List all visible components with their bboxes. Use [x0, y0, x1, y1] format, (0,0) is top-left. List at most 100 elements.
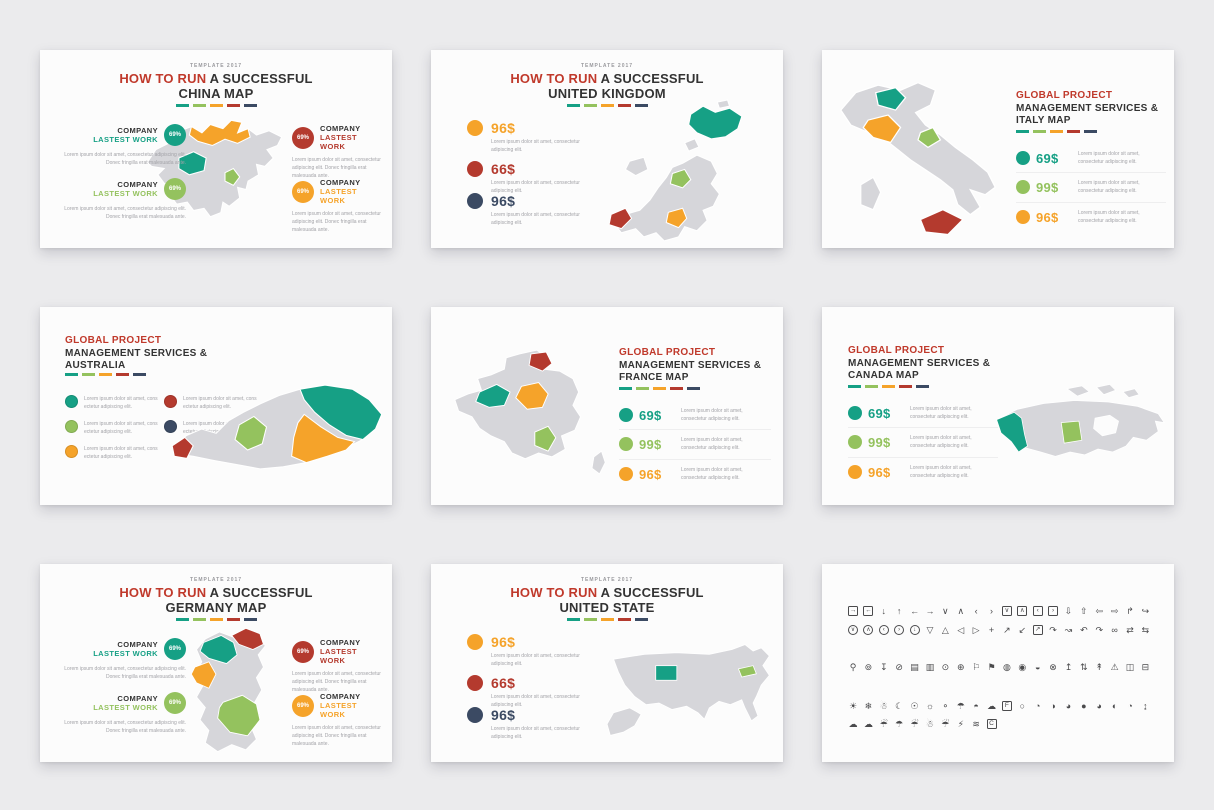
slide-italy-map[interactable]: GLOBAL PROJECT MANAGEMENT SERVICES & ITA… [822, 50, 1174, 248]
slide-germany-map[interactable]: TEMPLATE 2017 HOW TO RUN A SUCCESSFUL GE… [40, 564, 392, 762]
company-block: COMPANY LASTEST WORK 69% Lorem ipsum dol… [54, 124, 186, 167]
highlight-region-orange [190, 661, 217, 689]
teal-dash [65, 373, 78, 376]
company-description: Lorem ipsum dolor sit amet, consectetur … [64, 666, 186, 680]
slide-kicker: TEMPLATE 2017 [189, 63, 243, 69]
arrow-turn-up-right-icon: ↱ [1126, 606, 1134, 616]
clouds-icon: ☁ [863, 719, 873, 729]
slide-united-state-map[interactable]: TEMPLATE 2017 HOW TO RUN A SUCCESSFUL UN… [431, 564, 783, 762]
france-map [454, 349, 606, 475]
red-dash [226, 104, 240, 107]
moon-last-quarter-icon: ◐ [1111, 701, 1118, 711]
slide-canada-map[interactable]: GLOBAL PROJECT MANAGEMENT SERVICES & CAN… [822, 307, 1174, 505]
stat-description: Lorem ipsum dolor sit amet, consectetur … [491, 653, 580, 667]
united-states-map [606, 644, 770, 736]
moon-full-icon: ● [1081, 701, 1087, 711]
company-block: COMPANY LASTEST WORK 69% Lorem ipsum dol… [54, 178, 186, 221]
moon-waxing-gibbous-icon: ◕ [1065, 701, 1072, 711]
highlight-region-red [231, 627, 264, 650]
company-subtitle: LASTEST WORK [93, 649, 158, 658]
stat-dot [1016, 180, 1030, 194]
highlight-region-green [669, 168, 692, 189]
green-dash [636, 387, 649, 390]
company-description: Lorem ipsum dolor sit amet, consectetur … [64, 720, 186, 734]
heading-accent: GLOBAL PROJECT [1016, 90, 1113, 101]
teal-dash [175, 104, 189, 107]
slide-united-kingdom-map[interactable]: TEMPLATE 2017 HOW TO RUN A SUCCESSFUL UN… [431, 50, 783, 248]
arrow-curve-right-icon: ↷ [1049, 625, 1057, 635]
bullet-dot [65, 420, 78, 433]
red-dash [670, 387, 683, 390]
title-accent: HOW TO RUN [119, 71, 207, 86]
country-silhouette [612, 154, 720, 242]
percentage-badge: 69% [292, 694, 314, 717]
slide-title: HOW TO RUN A SUCCESSFUL UNITED STATE [431, 585, 783, 616]
navy-dash [243, 104, 257, 107]
highlight-region-orange [515, 381, 549, 410]
highlight-region-teal [996, 411, 1028, 453]
slide-china-map[interactable]: TEMPLATE 2017 HOW TO RUN A SUCCESSFUL CH… [40, 50, 392, 248]
green-dash [1033, 130, 1046, 133]
price-stat: 99$ Lorem ipsum dolor sit amet, consecte… [1016, 172, 1166, 195]
chevron-left-circle-icon: ‹ [878, 625, 889, 635]
stat-description: Lorem ipsum dolor sit amet, consectetur … [910, 465, 972, 479]
highlight-region-orange [665, 207, 688, 229]
slide-icon-set[interactable]: → ← ↓ ↑ ← → ∨ ∧ ‹ › ∨ ∧ ‹ › ⇩ ⇧ ⇦ ⇨ ↱ ↪ ∨ ∧ ‹ › ↓ ▽ △ ◁ ▷ + ↗ ↙ ↗ ↷ ↝ ↶ ↷ ∞ ⇄… [822, 564, 1174, 762]
green-dash [865, 385, 878, 388]
highlight-region-green [234, 415, 268, 451]
wind-icon: ≋ [972, 719, 980, 729]
price-stat: 69$ Lorem ipsum dolor sit amet, consecte… [1016, 144, 1166, 166]
triangle-left-icon: ◁ [957, 625, 965, 635]
title-accent: HOW TO RUN [119, 585, 207, 600]
sun-face-icon: ☉ [910, 701, 919, 711]
company-block: 69% COMPANY LASTEST WORK Lorem ipsum dol… [292, 178, 382, 234]
pin-signal-icon: ↥ [1064, 662, 1073, 672]
cloud-snow-icon: ☃ [925, 719, 934, 729]
heading-line2: AUSTRALIA [65, 360, 126, 371]
navy-dash [687, 387, 700, 390]
country-silhouette [840, 82, 996, 216]
stat-value: 96$ [491, 707, 516, 723]
company-block: COMPANY LASTEST WORK 69% Lorem ipsum dol… [54, 692, 186, 735]
moon-waning-crescent-icon: ◔ [1127, 701, 1133, 711]
arrow-right-icon: → [925, 606, 935, 616]
thermometer-icon: ↨ [1143, 701, 1148, 711]
price-stat: 96$ Lorem ipsum dolor sit amet, consecte… [467, 193, 580, 227]
cloud-hail-icon: ☂ [895, 719, 904, 729]
color-dashes [40, 104, 392, 107]
heading-accent: GLOBAL PROJECT [619, 347, 716, 358]
navy-dash [916, 385, 929, 388]
chevron-up-icon: ∧ [957, 606, 965, 616]
company-title: COMPANY [117, 180, 158, 189]
legend-bullet: Lorem ipsum dolor sit amet, cons ectetur… [65, 395, 164, 411]
slide-heading: GLOBAL PROJECT MANAGEMENT SERVICES & AUS… [65, 335, 207, 373]
bullet-dot [65, 445, 78, 458]
cloud-rain-icon: ☔ [910, 719, 919, 729]
color-dashes [431, 104, 783, 107]
slide-australia-map[interactable]: GLOBAL PROJECT MANAGEMENT SERVICES & AUS… [40, 307, 392, 505]
company-subtitle: LASTEST WORK [93, 135, 158, 144]
highlight-region-green [1060, 420, 1083, 444]
stat-value: 66$ [491, 675, 516, 691]
sunrise-icon: ◓ [973, 701, 979, 711]
northern-ireland [624, 156, 649, 177]
cloud-lightning-icon: ⚡ [957, 719, 964, 729]
moon-waning-gibbous-icon: ◕ [1096, 701, 1102, 711]
red-dash [899, 385, 912, 388]
orange-dash [600, 104, 614, 107]
expand-diagonal-icon: ↗ [1003, 625, 1011, 635]
country-silhouette [454, 349, 582, 460]
external-link-box-icon: ↗ [1032, 625, 1043, 635]
company-subtitle: LASTEST WORK [320, 647, 357, 665]
snowflake-icon: ❄ [864, 701, 873, 711]
stat-dot [848, 465, 862, 479]
moon-first-quarter-icon: ◑ [1050, 701, 1056, 711]
arrow-up-icon: ↑ [896, 606, 902, 616]
orange-dash [209, 618, 223, 621]
slide-france-map[interactable]: GLOBAL PROJECT MANAGEMENT SERVICES & FRA… [431, 307, 783, 505]
arctic-island [1122, 388, 1140, 399]
stat-description: Lorem ipsum dolor sit amet, consectetur … [681, 467, 743, 481]
cloud-showers-icon: ☔ [941, 719, 950, 729]
moon-new-icon: ○ [1019, 701, 1026, 711]
highlight-region-orange [291, 413, 356, 464]
